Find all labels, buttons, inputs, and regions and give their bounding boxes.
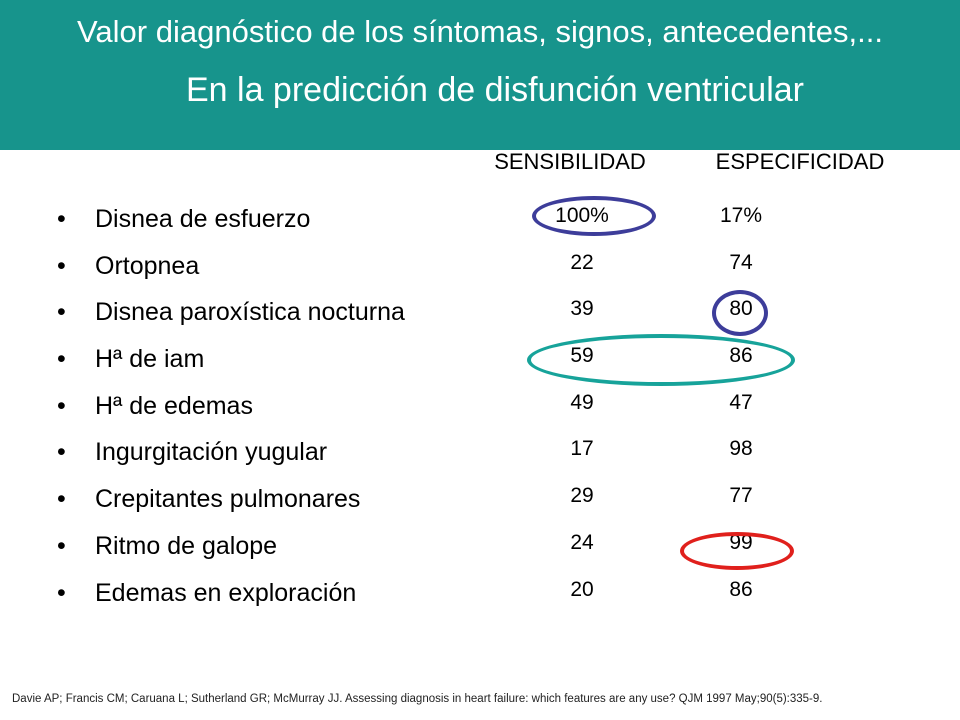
slide-title-line-2: En la predicción de disfunción ventricul…: [185, 71, 804, 109]
list-item: • Ortopnea: [55, 243, 405, 290]
bullet-icon: •: [57, 485, 66, 514]
sensitivity-value: 20: [570, 577, 594, 601]
specificity-value: 47: [729, 390, 753, 414]
sensitivity-value: 17: [570, 437, 594, 461]
sensitivity-value: 39: [570, 297, 594, 321]
column-header-sensitivity: SENSIBILIDAD: [494, 149, 646, 174]
finding-label: Disnea paroxística nocturna: [95, 298, 405, 327]
specificity-value: 86: [729, 577, 753, 601]
specificity-values: 17% 74 80 86 47 98 77 99 86: [686, 196, 796, 616]
list-item: • Disnea de esfuerzo: [55, 196, 405, 243]
specificity-value: 17%: [719, 204, 763, 227]
finding-label: Ritmo de galope: [95, 531, 278, 560]
citation-footnote: Davie AP; Francis CM; Caruana L; Sutherl…: [12, 693, 823, 705]
finding-label: Disnea de esfuerzo: [95, 205, 311, 233]
sensitivity-value: 24: [570, 530, 594, 554]
list-item: • Hª de iam: [55, 336, 405, 383]
list-item: • Ritmo de galope: [55, 523, 405, 570]
highlight-ring-blue-specificity: [712, 290, 768, 336]
finding-label: Crepitantes pulmonares: [95, 485, 361, 514]
bullet-icon: •: [57, 345, 66, 374]
title-banner: Valor diagnóstico de los síntomas, signo…: [0, 0, 960, 150]
bullet-icon: •: [57, 251, 66, 280]
bullet-icon: •: [57, 391, 66, 420]
finding-label: Ortopnea: [95, 251, 200, 280]
highlight-ring-blue-sensitivity: [532, 196, 656, 236]
list-item: • Edemas en exploración: [55, 570, 405, 617]
column-header-specificity: ESPECIFICIDAD: [715, 149, 885, 174]
bullet-icon: •: [57, 298, 66, 327]
bullet-icon: •: [57, 205, 66, 233]
list-item: • Ingurgitación yugular: [55, 429, 405, 476]
finding-list: • Disnea de esfuerzo • Ortopnea • Disnea pa…: [55, 196, 405, 616]
list-item: • Disnea paroxística nocturna: [55, 289, 405, 336]
list-item: • Hª de edemas: [55, 383, 405, 430]
bullet-icon: •: [57, 578, 66, 607]
highlight-ring-teal-row: [527, 334, 795, 386]
sensitivity-values: 100% 22 39 59 49 17 29 24 20: [527, 196, 637, 616]
sensitivity-value: 49: [570, 390, 594, 414]
highlight-ring-red-specificity: [680, 532, 794, 570]
bullet-icon: •: [57, 438, 66, 467]
list-item: • Crepitantes pulmonares: [55, 476, 405, 523]
bullet-icon: •: [57, 531, 66, 560]
specificity-value: 98: [729, 437, 753, 461]
finding-label: Hª de edemas: [95, 391, 253, 420]
finding-label: Ingurgitación yugular: [95, 438, 328, 467]
specificity-value: 74: [729, 250, 753, 274]
finding-label: Hª de iam: [95, 345, 205, 374]
sensitivity-value: 29: [570, 484, 594, 508]
specificity-value: 77: [729, 484, 753, 508]
sensitivity-value: 22: [570, 250, 594, 274]
slide-title-line-1: Valor diagnóstico de los síntomas, signo…: [77, 14, 883, 49]
finding-label: Edemas en exploración: [95, 578, 357, 607]
